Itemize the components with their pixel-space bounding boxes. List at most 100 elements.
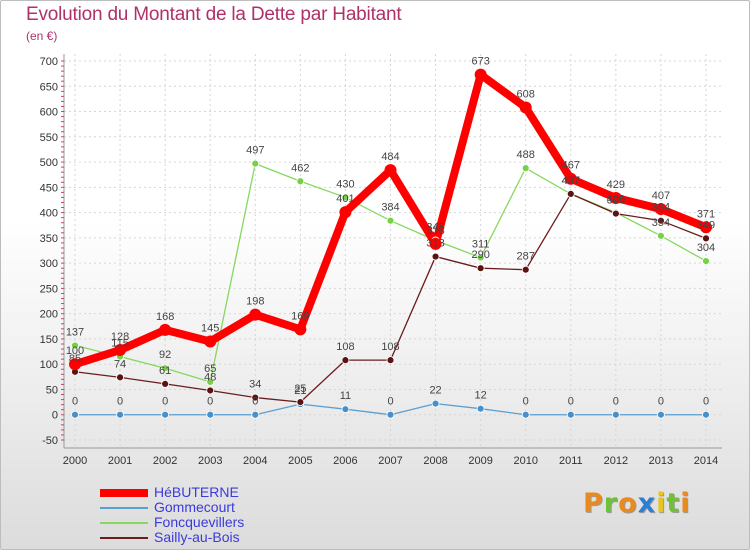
data-label-hébuterne: 100 <box>66 345 84 357</box>
data-point-gommecourt <box>161 410 170 419</box>
data-label-foncquevillers: 430 <box>336 178 354 190</box>
legend-label-hebuterne: HéBUTERNE <box>154 484 239 500</box>
data-label-hébuterne: 608 <box>517 88 535 100</box>
data-point-hébuterne <box>384 164 397 177</box>
data-label-gommecourt: 0 <box>162 396 168 408</box>
data-point-gommecourt <box>476 404 485 413</box>
data-point-sailly-au-bois <box>657 216 665 225</box>
data-point-foncquevillers <box>341 193 350 202</box>
x-tick-label: 2009 <box>468 455 492 467</box>
proxiti-logo-letter: o <box>618 488 638 519</box>
legend-swatch-hebuterne <box>100 489 148 497</box>
y-tick-label: 350 <box>40 233 58 245</box>
data-label-sailly-au-bois: 74 <box>114 358 126 370</box>
data-point-foncquevillers <box>296 177 305 186</box>
data-label-hébuterne: 198 <box>246 296 264 308</box>
data-point-foncquevillers <box>521 164 530 173</box>
x-tick-label: 2010 <box>513 455 537 467</box>
data-label-gommecourt: 21 <box>294 385 306 397</box>
data-label-foncquevillers: 137 <box>66 327 84 339</box>
legend-swatch-gommecourt <box>100 507 148 509</box>
x-tick-label: 2013 <box>649 455 673 467</box>
x-tick-label: 2011 <box>559 455 583 467</box>
proxiti-logo: Proxiti <box>583 488 691 519</box>
data-point-sailly-au-bois <box>251 393 260 402</box>
data-point-sailly-au-bois <box>116 373 124 382</box>
y-tick-label: 0 <box>52 410 58 422</box>
data-point-sailly-au-bois <box>702 234 710 243</box>
data-label-sailly-au-bois: 384 <box>652 202 670 214</box>
x-tick-label: 2002 <box>153 455 177 467</box>
data-label-sailly-au-bois: 61 <box>159 365 171 377</box>
legend-swatch-sailly-au-bois <box>100 537 148 539</box>
data-point-gommecourt <box>386 410 395 419</box>
data-label-sailly-au-bois: 85 <box>69 353 81 365</box>
chart-title: Evolution du Montant de la Dette par Hab… <box>26 4 402 25</box>
data-label-hébuterne: 168 <box>156 311 174 323</box>
data-point-sailly-au-bois <box>521 265 530 274</box>
data-label-hébuterne: 145 <box>201 322 219 334</box>
y-tick-label: 250 <box>40 283 58 295</box>
data-label-foncquevillers: 488 <box>517 149 535 161</box>
data-label-foncquevillers: 311 <box>472 239 490 251</box>
data-point-sailly-au-bois <box>296 398 305 407</box>
data-label-sailly-au-bois: 349 <box>697 219 715 231</box>
data-point-gommecourt <box>116 410 124 419</box>
data-point-gommecourt <box>702 410 710 419</box>
data-label-foncquevillers: 384 <box>381 202 399 214</box>
data-point-foncquevillers <box>657 231 665 240</box>
data-label-sailly-au-bois: 313 <box>426 238 444 250</box>
data-point-gommecourt <box>611 410 620 419</box>
data-label-gommecourt: 0 <box>703 396 709 408</box>
proxiti-logo-letter: t <box>666 488 681 519</box>
data-point-hébuterne <box>700 221 712 234</box>
data-label-gommecourt: 0 <box>523 396 529 408</box>
data-point-hébuterne <box>204 335 217 348</box>
data-point-sailly-au-bois <box>476 264 485 273</box>
x-tick-label: 2006 <box>333 455 357 467</box>
data-label-hébuterne: 169 <box>291 310 309 322</box>
data-point-foncquevillers <box>476 253 485 262</box>
data-label-sailly-au-bois: 48 <box>204 371 216 383</box>
chart-subtitle: (en €) <box>26 29 58 43</box>
data-point-sailly-au-bois <box>161 380 170 388</box>
data-label-hébuterne: 467 <box>562 160 580 172</box>
data-label-foncquevillers: 345 <box>426 221 444 233</box>
data-point-gommecourt <box>566 410 575 419</box>
data-point-sailly-au-bois <box>206 386 215 395</box>
data-point-foncquevillers <box>71 341 79 350</box>
data-point-hébuterne <box>519 101 532 114</box>
data-label-gommecourt: 22 <box>429 385 441 397</box>
data-label-sailly-au-bois: 398 <box>607 195 625 207</box>
data-point-sailly-au-bois <box>566 190 575 198</box>
legend-label-foncquevillers: Foncquevillers <box>154 514 245 530</box>
x-tick-label: 2000 <box>63 455 87 467</box>
data-point-gommecourt <box>206 410 215 419</box>
data-label-foncquevillers: 497 <box>246 145 264 157</box>
data-point-gommecourt <box>521 410 530 419</box>
proxiti-logo-letter: i <box>680 488 691 519</box>
data-label-gommecourt: 0 <box>387 396 393 408</box>
x-tick-label: 2001 <box>108 455 132 467</box>
proxiti-logo-letter: i <box>656 488 667 519</box>
data-point-hébuterne <box>474 68 487 81</box>
data-point-sailly-au-bois <box>341 356 350 365</box>
data-point-sailly-au-bois <box>431 252 440 261</box>
data-point-gommecourt <box>431 399 440 408</box>
data-point-hébuterne <box>114 344 127 357</box>
data-label-sailly-au-bois: 290 <box>471 249 489 261</box>
data-point-foncquevillers <box>161 364 170 373</box>
data-label-hébuterne: 338 <box>426 225 444 237</box>
y-tick-label: 400 <box>40 208 58 220</box>
data-point-gommecourt <box>251 410 260 419</box>
data-label-foncquevillers: 354 <box>652 217 670 229</box>
y-tick-label: 600 <box>40 107 58 119</box>
data-point-sailly-au-bois <box>386 356 395 365</box>
data-point-hébuterne <box>429 237 442 250</box>
data-point-foncquevillers <box>386 216 395 225</box>
data-label-hébuterne: 371 <box>697 208 715 220</box>
data-label-gommecourt: 0 <box>117 396 123 408</box>
legend-swatch-foncquevillers <box>100 522 148 524</box>
y-tick-label: 50 <box>46 384 58 396</box>
